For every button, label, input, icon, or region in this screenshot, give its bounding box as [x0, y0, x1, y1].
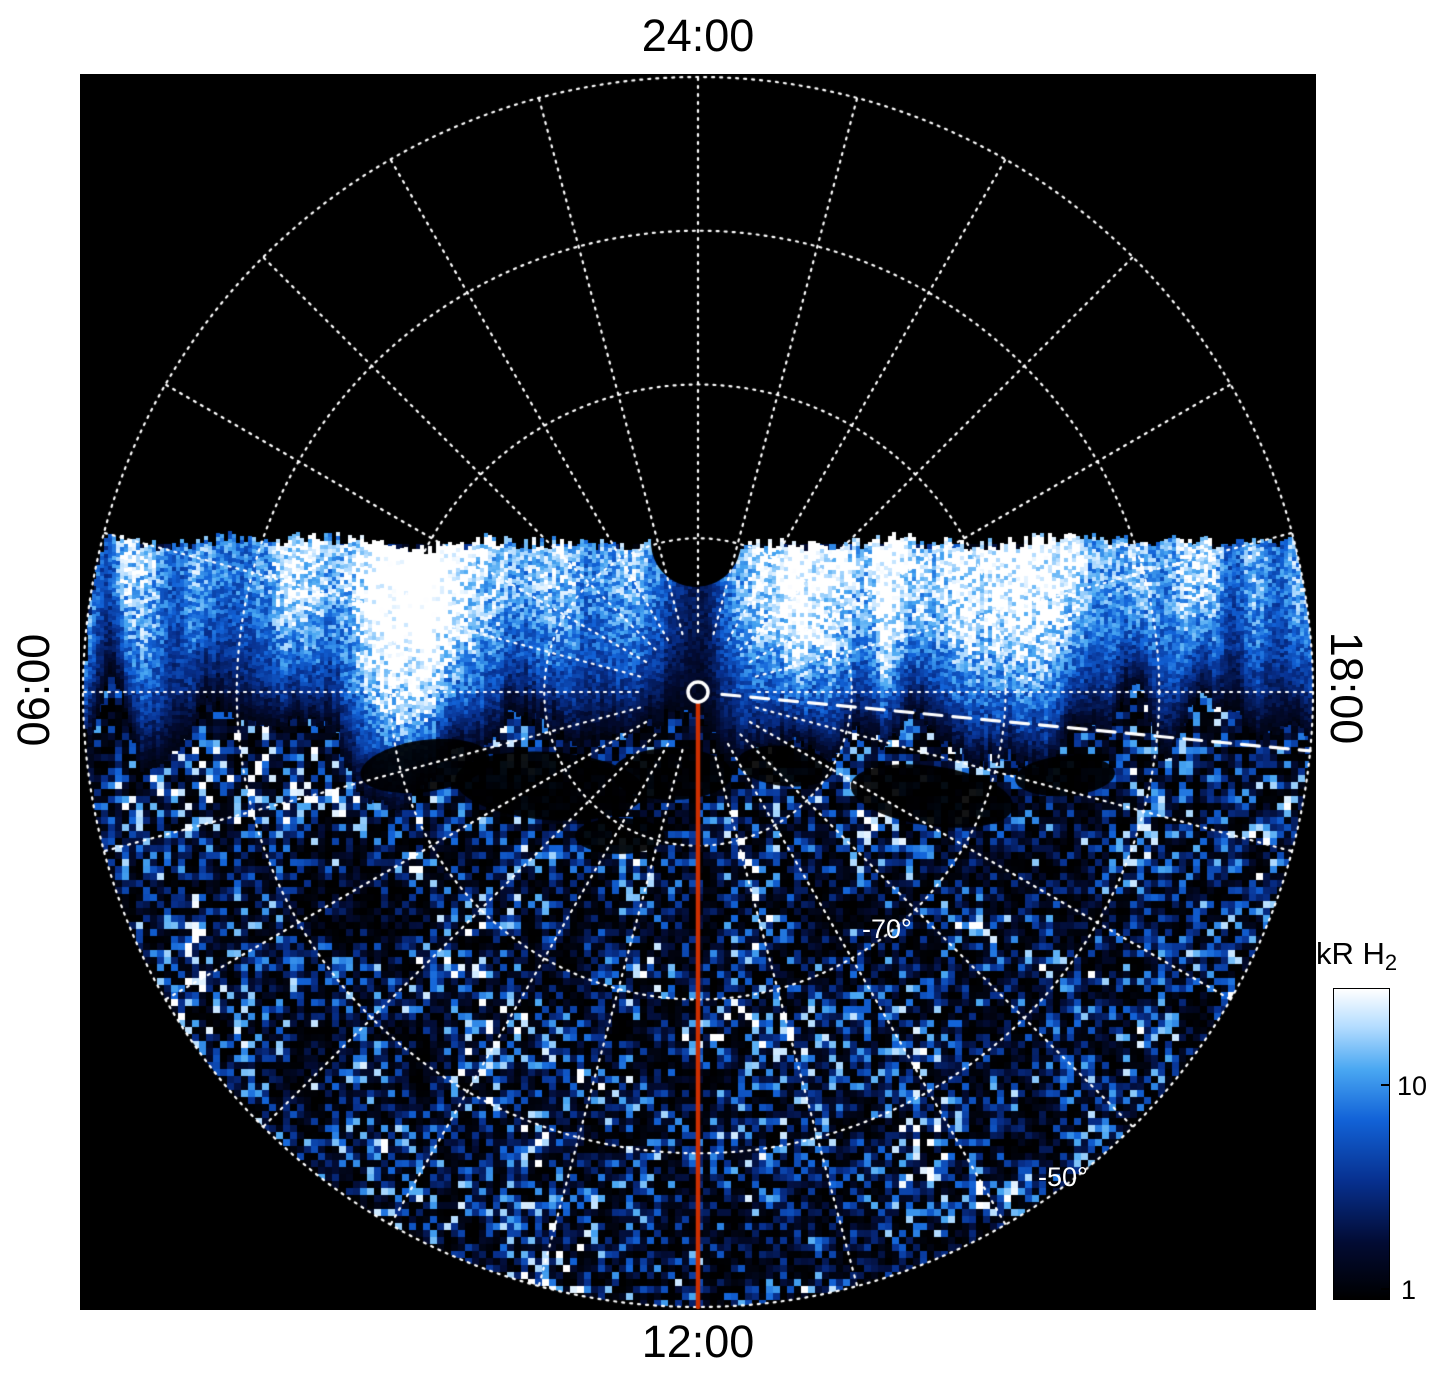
- colorbar-tick-10: 10: [1397, 1071, 1428, 1101]
- local-time-label-1800: 18:00: [1321, 631, 1372, 745]
- polar-heatmap-canvas: [80, 74, 1316, 1310]
- latitude-label-70: -70°: [862, 914, 912, 944]
- colorbar-title-main: kR H: [1316, 936, 1385, 971]
- colorbar-tick-1: 1: [1401, 1275, 1417, 1305]
- colorbar-tickmark-1: [1381, 1288, 1390, 1290]
- local-time-label-1200: 12:00: [641, 1316, 755, 1367]
- colorbar-title: kR H2: [1316, 936, 1397, 976]
- colorbar-tickmark-10: [1381, 1084, 1390, 1086]
- local-time-label-2400: 24:00: [641, 10, 755, 61]
- latitude-label-50: -50°: [1038, 1162, 1088, 1192]
- colorbar-gradient: [1333, 988, 1390, 1300]
- local-time-label-0600: 06:00: [8, 633, 59, 747]
- colorbar-title-subscript: 2: [1384, 950, 1398, 975]
- plot-area: [80, 74, 1316, 1310]
